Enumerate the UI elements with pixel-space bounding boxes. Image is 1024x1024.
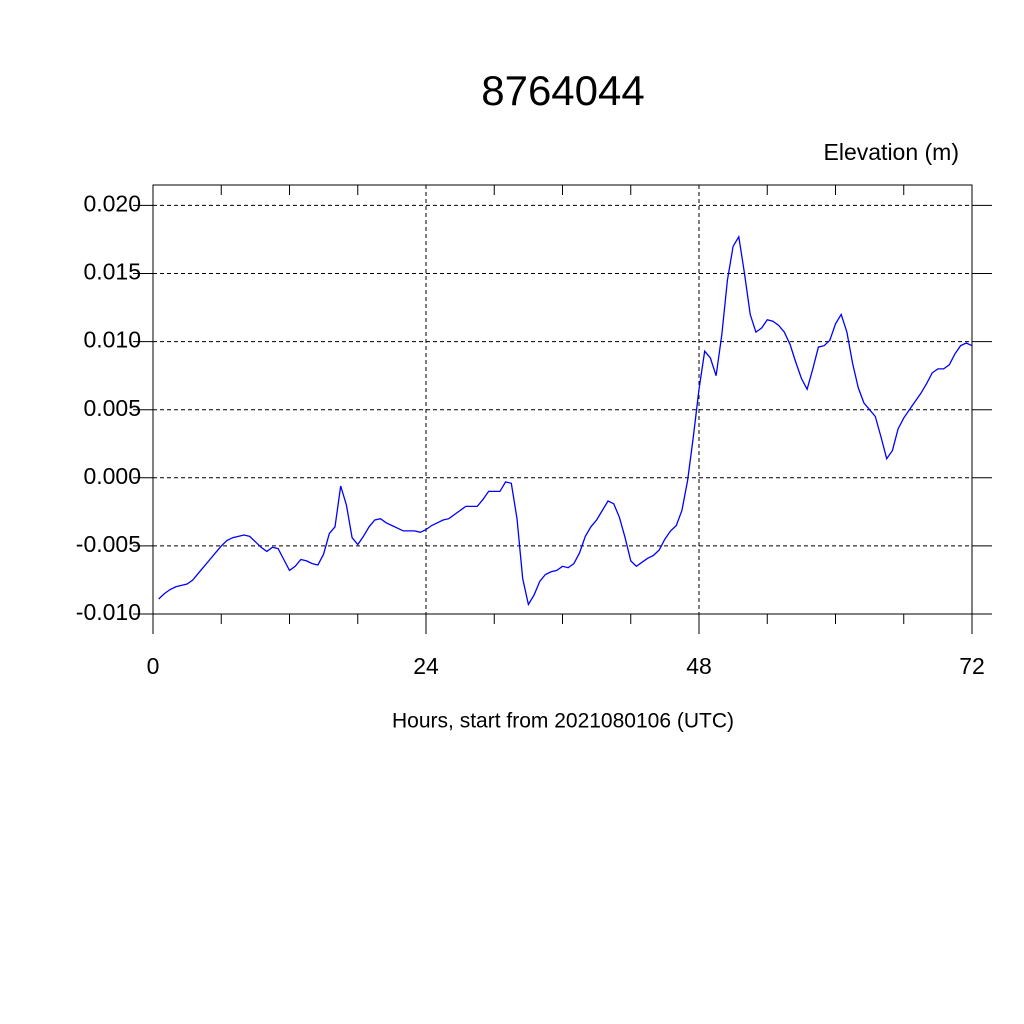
x-tick-label: 0 — [147, 653, 160, 679]
y-axis-label: Elevation (m) — [824, 139, 959, 165]
y-tick-label: 0.020 — [83, 191, 141, 217]
y-tick-label: -0.010 — [76, 599, 141, 625]
chart-title: 8764044 — [481, 67, 645, 114]
y-tick-label: 0.005 — [83, 395, 141, 421]
y-tick-label: 0.010 — [83, 327, 141, 353]
y-tick-label: 0.015 — [83, 259, 141, 285]
x-tick-label: 48 — [686, 653, 712, 679]
x-tick-label: 24 — [413, 653, 439, 679]
y-tick-label: -0.005 — [76, 531, 141, 557]
plot-frame — [152, 184, 973, 615]
x-tick-label: 72 — [959, 653, 985, 679]
y-tick-label: 0.000 — [83, 463, 141, 489]
data-line — [158, 234, 973, 607]
x-axis-label: Hours, start from 2021080106 (UTC) — [392, 710, 734, 733]
